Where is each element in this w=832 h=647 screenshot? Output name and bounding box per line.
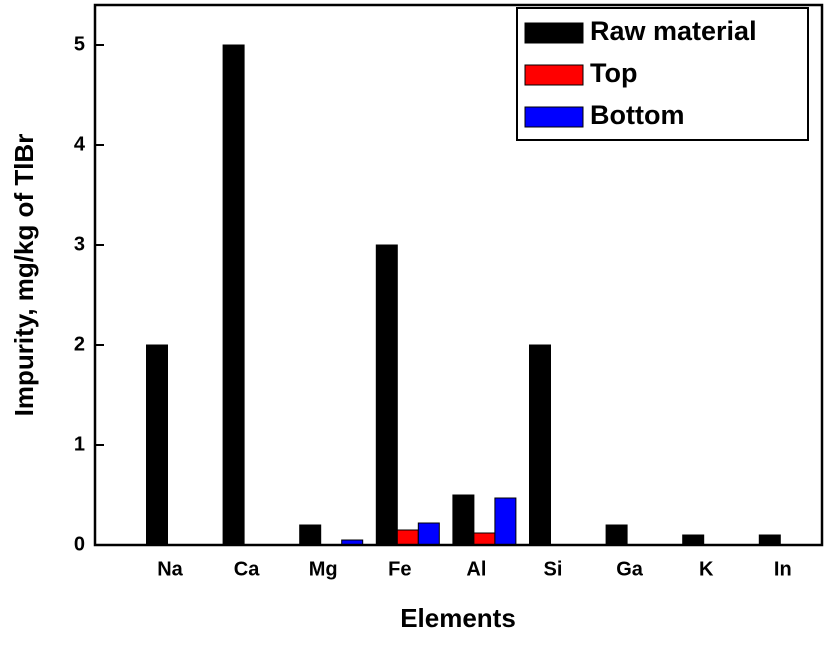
x-tick-label: K [699, 558, 714, 580]
x-tick-label: Si [544, 558, 563, 580]
bar [146, 344, 168, 546]
bar [758, 534, 781, 546]
x-tick-label: Mg [309, 558, 338, 580]
bar [494, 497, 517, 546]
legend-swatch [524, 64, 584, 86]
x-tick-label: Ca [234, 558, 260, 580]
bar [605, 524, 628, 546]
bar [396, 529, 419, 546]
legend-label: Top [590, 58, 637, 88]
bar [375, 244, 398, 546]
y-tick-label: 4 [74, 133, 86, 155]
bar [529, 344, 551, 546]
legend-label: Raw material [590, 16, 757, 46]
x-tick-label: Fe [388, 558, 411, 580]
x-tick-label: In [774, 558, 792, 580]
y-tick-label: 2 [74, 333, 85, 355]
bar [452, 494, 475, 546]
legend-swatch [524, 22, 584, 44]
x-axis-label: Elements [400, 603, 516, 633]
bar [682, 534, 705, 546]
y-tick-label: 5 [74, 33, 85, 55]
bar [222, 44, 245, 546]
x-tick-label: Na [157, 558, 183, 580]
bar [299, 524, 322, 546]
legend-swatch [524, 106, 584, 128]
bar [417, 522, 440, 546]
y-tick-label: 1 [74, 433, 85, 455]
y-tick-label: 3 [74, 233, 85, 255]
y-axis-label: Impurity, mg/kg of TlBr [9, 134, 39, 417]
legend: Raw material Top Bottom [516, 7, 809, 141]
y-tick-label: 0 [74, 533, 85, 555]
plot-frame [93, 3, 824, 547]
legend-label: Bottom [590, 100, 684, 130]
x-tick-label: Al [466, 558, 486, 580]
bar [473, 532, 496, 546]
x-tick-label: Ga [616, 558, 644, 580]
